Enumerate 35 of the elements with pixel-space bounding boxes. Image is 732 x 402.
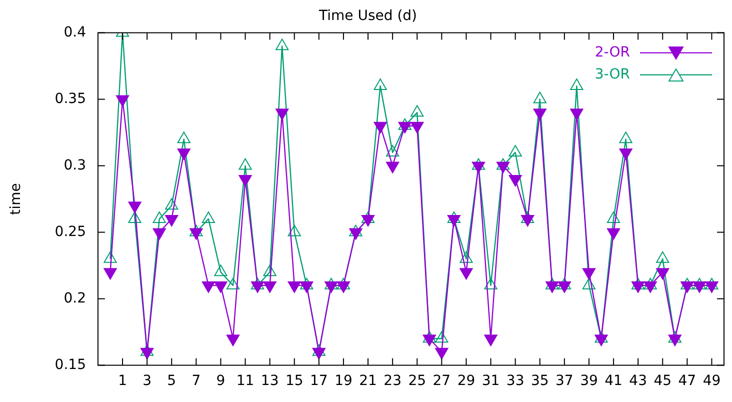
x-tick-label: 17 (310, 373, 328, 390)
x-tick-label: 5 (167, 373, 176, 390)
y-axis-title: time (8, 183, 24, 215)
x-tick-label: 3 (142, 373, 152, 390)
y-tick-label: 0.25 (54, 224, 86, 240)
x-tick-label: 47 (678, 373, 696, 390)
y-tick-label: 0.2 (64, 290, 86, 306)
series-label: 3-OR (594, 66, 630, 82)
x-tick-label: 41 (604, 373, 622, 390)
x-tick-label: 29 (457, 373, 476, 390)
x-tick-label: 31 (482, 373, 500, 390)
x-tick-label: 1 (118, 373, 127, 390)
x-tick-label: 23 (384, 373, 402, 390)
x-tick-label: 43 (629, 373, 647, 390)
x-tick-label: 45 (654, 373, 672, 390)
y-tick-label: 0.15 (54, 356, 86, 373)
x-tick-label: 21 (359, 373, 377, 390)
y-tick-label: 0.4 (64, 24, 86, 40)
chart-title: Time Used (d) (318, 8, 418, 24)
x-tick-label: 49 (702, 373, 721, 390)
y-tick-label: 0.35 (54, 90, 86, 107)
x-tick-label: 15 (285, 373, 304, 390)
x-tick-label: 33 (506, 373, 524, 390)
text: 2-OR (594, 44, 630, 60)
y-tick-label: 0.3 (64, 157, 86, 174)
x-tick-label: 35 (530, 373, 549, 390)
x-tick-label: 39 (580, 373, 598, 390)
x-tick-label: 27 (432, 373, 451, 390)
x-tick-label: 7 (192, 373, 201, 390)
x-tick-label: 37 (556, 373, 574, 390)
x-tick-label: 9 (216, 373, 226, 390)
x-tick-label: 13 (260, 373, 279, 390)
x-tick-label: 19 (334, 373, 352, 390)
x-tick-label: 25 (408, 373, 426, 390)
x-tick-label: 11 (236, 373, 254, 390)
